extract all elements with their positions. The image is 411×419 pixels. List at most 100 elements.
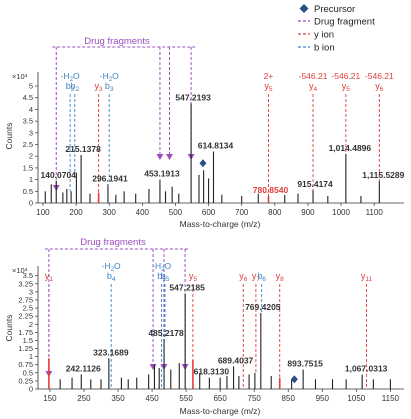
h2o-subscript: 2 [70, 77, 74, 83]
peak-label: 689.4037 [218, 355, 254, 365]
x-tick-label: 350 [111, 394, 125, 403]
y-tick-label: 2 [29, 320, 33, 329]
y-tick-label: 2 [29, 152, 33, 161]
peak-label: 242.1126 [66, 363, 101, 373]
y-tick-label: 2.5 [23, 140, 33, 149]
y-tick-label: 0.25 [18, 376, 33, 385]
y5-ion-label: y5 [264, 81, 273, 93]
x-tick-label: 1000 [332, 208, 350, 217]
ion-subscript: 3 [110, 86, 114, 93]
x-tick-label: 700 [235, 208, 249, 217]
y7-ion-label: y7 [252, 271, 261, 283]
y-multiplier-1: ×10³ [12, 72, 28, 81]
drug-fragment-arrow-icon [165, 154, 173, 160]
y-tick-label: 1.75 [18, 328, 33, 337]
x-axis-label-2: Mass-to-charge (m/z) [180, 406, 261, 416]
h2o-oxygen: O [112, 71, 119, 81]
ion-top-label: -H2O [152, 261, 171, 273]
legend-label-precursor: Precursor [314, 4, 355, 15]
y-tick-label: 1.25 [18, 344, 33, 353]
ion-subscript: 1 [49, 276, 53, 283]
y-tick-label: 3 [29, 128, 33, 137]
peak-label: 547.2185 [169, 283, 205, 293]
legend-item-b-ion: b ion [298, 43, 335, 54]
peak-label: 1,014.4896 [329, 143, 372, 153]
peak-label: 1,115.5289 [362, 170, 404, 180]
legend-label-drug-fragment: Drug fragment [314, 17, 375, 28]
x-tick-label: 200 [69, 208, 83, 217]
x-tick-label: 1150 [382, 394, 400, 403]
ion-subscript: 2 [71, 86, 75, 93]
drug-fragment-arrow-icon [156, 154, 164, 160]
y6-ion-label: y6 [239, 271, 248, 283]
ion-subscript: 7 [256, 276, 260, 283]
peak-label: 769.4205 [245, 302, 281, 312]
x-tick-label: 100 [36, 208, 50, 217]
peaks-1 [44, 103, 380, 203]
ion-subscript: 6 [244, 276, 248, 283]
y-tick-label: 1.5 [23, 336, 33, 345]
legend-item-drug-fragment: Drug fragment [298, 17, 375, 28]
h2o-oxygen: O [164, 261, 171, 271]
peak-label: 893.7515 [287, 359, 323, 369]
axes-2: 00.250.50.7511.251.51.7522.252.52.7533.2… [18, 266, 404, 403]
ion-top-label: -546.21 [331, 71, 360, 81]
y-tick-label: 0.75 [18, 360, 33, 369]
ion-subscript: 5 [346, 86, 350, 93]
peak-label: 547.2193 [175, 93, 211, 103]
x-tick-label: 600 [202, 208, 216, 217]
h2o-oxygen: O [114, 261, 121, 271]
peak-label: 618.3130 [194, 367, 230, 377]
ion-subscript: 11 [365, 276, 372, 283]
y-tick-label: 1 [29, 352, 33, 361]
peak-label: 323.1689 [93, 347, 129, 357]
b3-ion-label: b3 [105, 81, 114, 93]
x-tick-label: 1100 [366, 208, 384, 217]
peak-labels-1: 140.0704 215.1378 296.1941 453.1913 547.2193… [41, 93, 405, 195]
ion-subscript: 4 [313, 86, 317, 93]
peak-label: 614.8134 [198, 141, 234, 151]
x-tick-label: 750 [248, 394, 262, 403]
ion-subscript: 3 [99, 86, 103, 93]
ion-subscript: 2 [75, 86, 79, 93]
ion-subscript: 6 [380, 86, 384, 93]
spectrum-panel-2: ×10³ Counts Mass-to-charge (m/z) Drug fr… [4, 237, 404, 416]
x-tick-label: 300 [103, 208, 117, 217]
y-axis-label-1: Counts [4, 123, 14, 150]
ion-top-label: 2+ [264, 71, 274, 81]
ion-top-label: -H2O [61, 71, 80, 83]
y3-ion-label: y3 [95, 81, 104, 93]
y-tick-label: 1 [29, 175, 33, 184]
x-tick-label: 550 [179, 394, 193, 403]
h2o-subscript: 2 [109, 77, 113, 83]
precursor-diamond-icon [290, 375, 298, 384]
h2o-subscript: 2 [111, 267, 115, 273]
legend-label-b-ion: b ion [314, 43, 335, 54]
ion-top-label: -H2O [100, 71, 119, 83]
y8-ion-label: y8 [276, 271, 285, 283]
x-tick-label: 850 [282, 394, 296, 403]
peak-label: 140.0704 [41, 170, 77, 180]
y-tick-label: 2.25 [18, 312, 33, 321]
y-tick-label: 4 [29, 105, 33, 114]
peak-label: 915.4174 [297, 179, 333, 189]
peaks-2 [48, 293, 391, 389]
h2o-oxygen: O [73, 71, 80, 81]
y-multiplier-2: ×10³ [12, 266, 28, 275]
y5-ion-label: y5 [342, 81, 351, 93]
ion-top-label: -546.21 [365, 71, 394, 81]
y6-ion-label: y6 [375, 81, 384, 93]
y-axis-label-2: Counts [4, 315, 14, 342]
b4-ion-label: b4 [107, 271, 116, 283]
peak-label: 215.1378 [65, 144, 101, 154]
y-tick-label: 0.5 [23, 368, 33, 377]
peak-label: 780.8540 [253, 185, 289, 195]
x-tick-label: 950 [316, 394, 330, 403]
peak-label: 485.2178 [148, 328, 184, 338]
peak-labels-2: 242.1126 323.1689 485.2178 547.2185 618.3130… [66, 283, 388, 377]
ion-subscript: 5 [166, 276, 170, 283]
y-tick-label: 1.5 [23, 163, 33, 172]
x-tick-label: 900 [301, 208, 315, 217]
